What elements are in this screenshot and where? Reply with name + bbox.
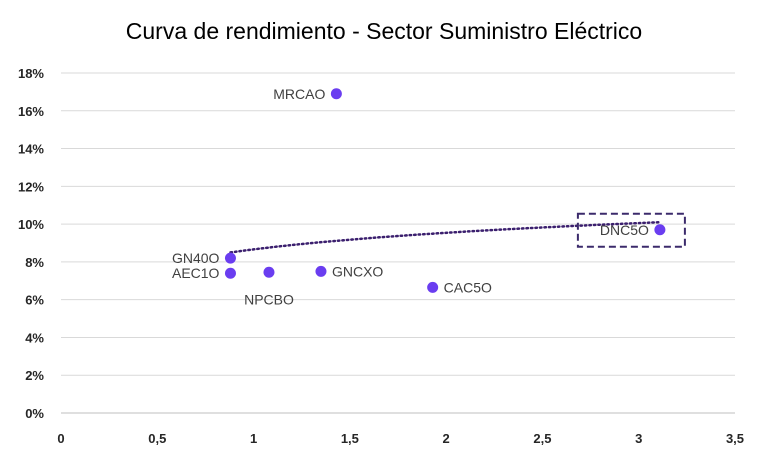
- data-point: [263, 266, 275, 278]
- point-label: AEC1O: [172, 265, 220, 281]
- x-tick-label: 1,5: [341, 431, 359, 446]
- x-tick-label: 3,5: [726, 431, 744, 446]
- point-label: NPCBO: [244, 291, 294, 307]
- x-tick-label: 2: [443, 431, 450, 446]
- y-tick-label: 14%: [18, 142, 44, 157]
- x-axis: 0 0,5 1 1,5 2 2,5 3 3,5: [57, 431, 744, 446]
- data-points: [224, 88, 666, 293]
- point-label: DNC5O: [600, 222, 649, 238]
- point-label: GNCXO: [332, 263, 383, 279]
- highlight-rectangle: [576, 212, 686, 248]
- point-label: GN40O: [172, 250, 220, 266]
- y-axis: 0% 2% 4% 6% 8% 10% 12% 14% 16% 18%: [18, 66, 44, 421]
- x-tick-label: 1: [250, 431, 257, 446]
- y-tick-label: 0%: [25, 406, 44, 421]
- highlight-box: [576, 212, 686, 248]
- gridlines: [61, 72, 735, 414]
- trendline-path: [229, 220, 662, 254]
- y-tick-label: 4%: [25, 330, 44, 345]
- point-label: MRCAO: [273, 86, 325, 102]
- y-tick-label: 18%: [18, 66, 44, 81]
- data-point: [224, 267, 236, 279]
- y-tick-label: 16%: [18, 104, 44, 119]
- y-tick-label: 8%: [25, 255, 44, 270]
- data-point: [427, 281, 439, 293]
- y-tick-label: 2%: [25, 368, 44, 383]
- x-tick-label: 3: [635, 431, 642, 446]
- data-point: [330, 88, 342, 100]
- y-tick-label: 6%: [25, 293, 44, 308]
- trendline: [229, 220, 662, 254]
- data-point: [224, 252, 236, 264]
- data-point: [315, 265, 327, 277]
- data-point: [654, 224, 666, 236]
- y-tick-label: 10%: [18, 217, 44, 232]
- x-tick-label: 2,5: [533, 431, 551, 446]
- x-tick-label: 0,5: [148, 431, 166, 446]
- x-tick-label: 0: [57, 431, 64, 446]
- point-label: CAC5O: [444, 279, 492, 295]
- y-tick-label: 12%: [18, 179, 44, 194]
- chart-title: Curva de rendimiento - Sector Suministro…: [126, 18, 642, 44]
